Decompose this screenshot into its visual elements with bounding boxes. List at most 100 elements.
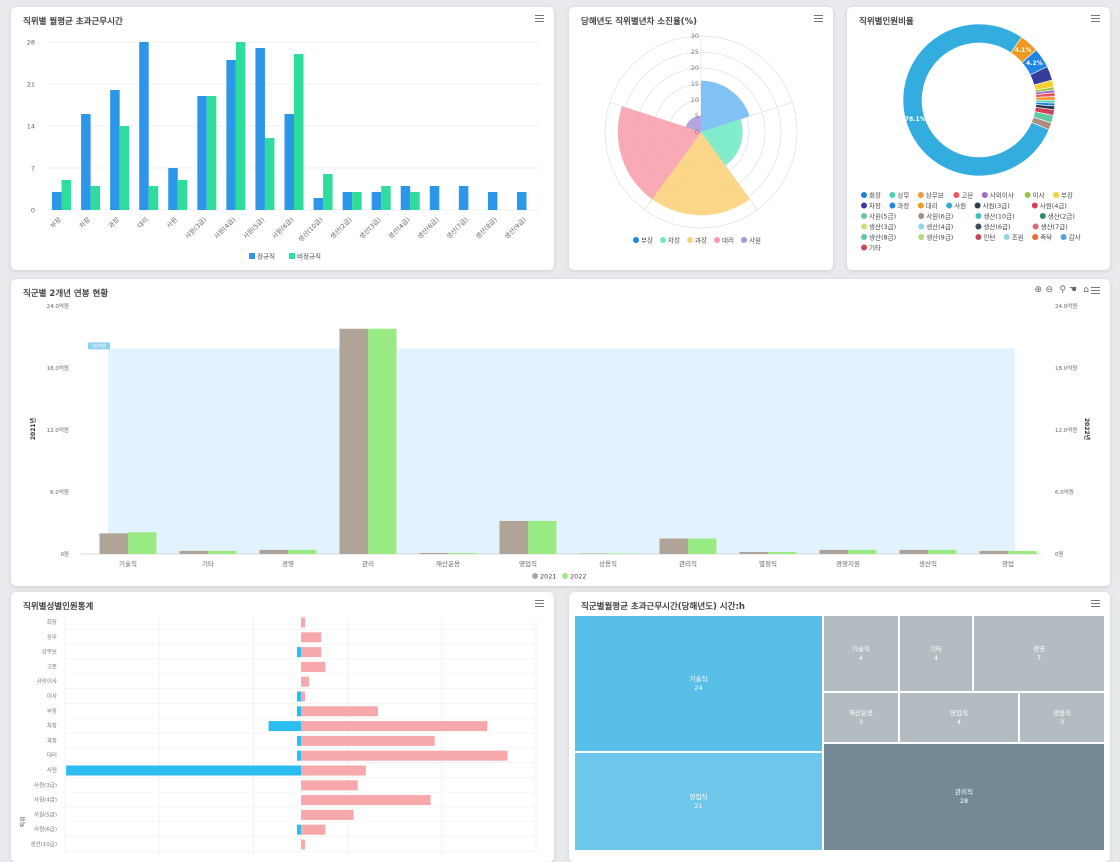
- legend-label: 고문: [961, 192, 973, 200]
- female-bar: [301, 706, 378, 717]
- menu-icon[interactable]: [1091, 15, 1100, 24]
- y-tick-label: 대리: [47, 751, 57, 759]
- gender-by-position-card: 직위별성별인원통계 회장 상무 상무보 고문 사외이사 이사 부장 차장 과장 대리 사원 사원(3급…: [11, 592, 554, 862]
- legend-label: 생산(6급): [983, 222, 1010, 231]
- legend-swatch: [889, 202, 896, 209]
- legend-label: 생산(7급): [1041, 222, 1068, 231]
- treemap-cell-label: 재산운용 3: [824, 709, 898, 727]
- bar: [381, 186, 391, 210]
- female-bar: [301, 661, 326, 672]
- bar: [264, 138, 275, 210]
- female-bar: [301, 780, 358, 791]
- y-tick-label: 사원(4급): [34, 796, 57, 804]
- bar: [419, 552, 448, 554]
- y-tick-label: 생산(10급): [31, 840, 57, 848]
- legend-label: 조원: [1012, 233, 1024, 242]
- treemap-cell-label: 영업직 21: [575, 793, 822, 811]
- female-bar: [301, 617, 306, 628]
- legend-swatch: [975, 213, 982, 219]
- menu-icon[interactable]: [1091, 287, 1100, 296]
- y-tick-label: 7: [31, 165, 35, 173]
- y-axis-title: 직위: [19, 816, 27, 827]
- y-tick-label: 부장: [47, 708, 57, 715]
- home-icon[interactable]: ⌂: [1083, 285, 1089, 295]
- treemap-cell-value: 4: [933, 653, 939, 662]
- bar: [848, 549, 877, 554]
- zoom-in-icon[interactable]: ⊕: [1034, 285, 1042, 295]
- y-left-axis-title: 2021년: [29, 417, 37, 440]
- x-tick-label: 관리: [362, 559, 374, 568]
- y-tick-label: 사원(3급): [34, 781, 57, 789]
- treemap-cell-name: 경영: [1033, 644, 1045, 653]
- search-icon[interactable]: ⚲: [1059, 285, 1066, 295]
- treemap-cell-name: 영업직: [689, 792, 708, 801]
- plot-band: [108, 348, 1015, 554]
- x-tick-label: 사원(4급): [212, 215, 238, 241]
- treemap-cell-label: 영업직 4: [900, 709, 1018, 727]
- menu-icon[interactable]: [814, 15, 823, 24]
- legend-label: 사원: [954, 201, 966, 210]
- x-tick-label: 관리직: [679, 559, 697, 568]
- bar: [90, 186, 101, 210]
- treemap-cell: 기타 4: [900, 616, 972, 691]
- treemap-cell-label: 기술직 4: [824, 645, 898, 663]
- salary-two-year-title: 직군별 2개년 연봉 현황: [23, 289, 109, 299]
- pan-icon[interactable]: ☚: [1068, 285, 1077, 295]
- bar: [294, 54, 304, 210]
- bar: [899, 549, 928, 554]
- legend-label: 생산(2급): [1048, 212, 1075, 221]
- bar: [179, 550, 208, 554]
- legend-label: 상무보: [926, 191, 944, 200]
- legend-swatch: [532, 573, 538, 579]
- headcount-ratio-card: 직위별인원비율 78.1% 4.1% 4.2% 회장 상무 상무보 고문 사외이사 이사 부장 차장…: [847, 7, 1110, 270]
- legend-swatch: [975, 223, 982, 230]
- legend-label: 비정규직: [297, 252, 321, 261]
- polar-sector: [617, 106, 701, 200]
- y-left-tick-label: 0원: [60, 550, 69, 558]
- menu-icon[interactable]: [535, 15, 544, 24]
- bar: [288, 549, 317, 554]
- bar: [208, 550, 237, 554]
- legend-swatch: [861, 213, 867, 219]
- salary-two-year-card: 직군별 2개년 연봉 현황 ⊕ ⊖ ⚲ ☚ ⌂ 30억원 0원 0원 6.0억원 6.0…: [11, 279, 1110, 586]
- bar: [128, 532, 157, 554]
- overtime-by-position-title: 직위별 월평균 초과근무시간: [23, 17, 123, 27]
- female-bar: [301, 735, 435, 746]
- bar: [1008, 550, 1037, 554]
- treemap-cell-value: 3: [1059, 717, 1065, 726]
- treemap-cell-name: 영업직: [950, 708, 968, 717]
- treemap-cell-value: 7: [1036, 653, 1042, 662]
- legend-swatch: [918, 213, 925, 219]
- bar: [516, 192, 527, 210]
- menu-icon[interactable]: [1091, 600, 1100, 609]
- menu-icon[interactable]: [535, 600, 544, 609]
- legend-label: 회장: [869, 191, 881, 200]
- legend-swatch: [953, 192, 960, 198]
- female-bar: [301, 795, 431, 806]
- salary-bar-chart: 30억원 0원 0원 6.0억원 6.0억원 12.0억원 12.0억원 18.0억원 18.0…: [29, 302, 1091, 581]
- y-tick-label: 0: [31, 207, 35, 215]
- treemap-cell-label: 기타 4: [900, 645, 972, 663]
- legend-label: 대리: [926, 201, 938, 210]
- annual-leave-usage-card: 당해년도 직위별년차 소진율(%) 0 5 10 15 20 25 30 부장 차장 과장 대리 사원: [569, 7, 833, 270]
- legend-label: 생산(8급): [869, 233, 896, 242]
- polar-chart: 0 5 10 15 20 25 30 부장 차장 과장 대리 사원: [604, 32, 798, 245]
- x-tick-label: 생산(3급): [357, 215, 383, 241]
- legend-label: 생산(9급): [926, 233, 953, 242]
- male-bar: [296, 706, 301, 717]
- legend-label: 2022: [570, 573, 587, 581]
- bar: [429, 186, 440, 210]
- x-tick-label: 영업직: [519, 559, 537, 568]
- r-tick-label: 25: [691, 48, 699, 56]
- polar-spoke: [609, 101, 702, 133]
- bar: [979, 550, 1008, 554]
- treemap-cell-name: 기술직: [852, 644, 870, 653]
- bar: [368, 328, 397, 554]
- treemap-cell-name: 관리직: [955, 788, 973, 796]
- zoom-out-icon[interactable]: ⊖: [1045, 285, 1053, 295]
- bar: [323, 174, 333, 210]
- treemap-cell: 관리직 28: [824, 744, 1104, 850]
- legend-label: 생산(3급): [869, 222, 896, 231]
- y-right-tick-label: 18.0억원: [1055, 364, 1077, 372]
- bar: [448, 552, 477, 554]
